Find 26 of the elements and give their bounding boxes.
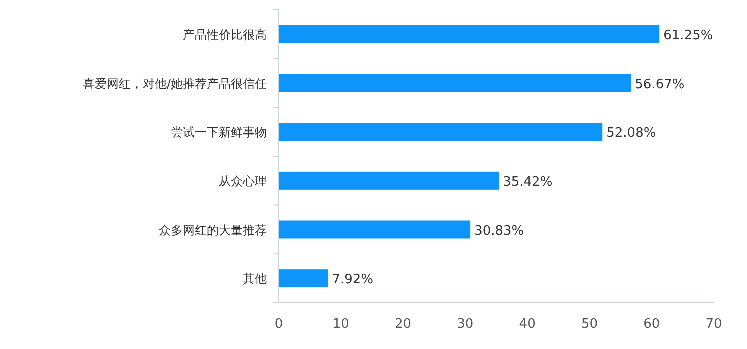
data-label: 56.67% [635,77,685,92]
x-tick-label: 30 [457,317,474,332]
x-tick-label: 50 [581,317,598,332]
y-tick-label: 产品性价比很高 [183,28,267,42]
y-tick-label: 尝试一下新鲜事物 [171,126,267,140]
data-label: 35.42% [503,174,553,190]
bar [279,220,471,239]
x-tick-label: 70 [706,317,722,332]
data-label: 7.92% [332,272,374,288]
bar [279,123,603,142]
y-tick-label: 其他 [243,272,267,286]
data-label: 30.83% [474,224,524,239]
y-tick-label: 众多网红的大量推荐 [159,223,267,238]
y-tick-label: 喜爱网红，对他/她推荐产品很信任 [82,76,267,91]
bar [279,270,328,288]
data-label: 52.08% [606,126,656,142]
y-tick-label: 从众心理 [219,174,267,188]
x-tick-label: 10 [332,317,350,332]
bar [279,25,660,44]
x-tick-label: 20 [395,317,412,332]
bar [279,74,632,92]
x-tick-label: 60 [644,317,660,332]
bar [279,172,500,190]
x-tick-label: 0 [274,317,284,332]
data-label: 61.25% [664,28,714,44]
x-tick-label: 40 [519,317,536,332]
